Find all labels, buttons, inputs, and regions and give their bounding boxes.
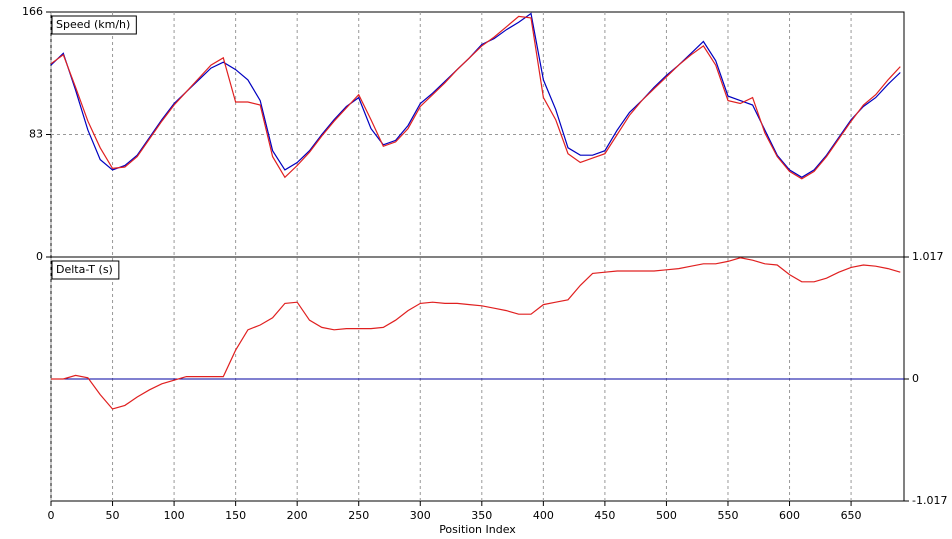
x-tick-label: 350 (471, 509, 492, 522)
y2-tick-label: 0 (912, 372, 919, 385)
series-line (50, 15, 901, 180)
series-line (51, 257, 901, 410)
x-tick-label: 400 (533, 509, 554, 522)
x-tick-label: 50 (106, 509, 120, 522)
x-tick-label: 600 (779, 509, 800, 522)
axis-title: Delta-T (s) (56, 263, 113, 276)
x-tick-label: 450 (594, 509, 615, 522)
x-tick-label: 550 (717, 509, 738, 522)
y-tick-label: 83 (29, 128, 43, 141)
x-tick-label: 250 (348, 509, 369, 522)
y2-tick-label: -1.017 (912, 494, 947, 507)
y2-tick-label: 1.017 (912, 250, 944, 263)
x-tick-label: 150 (225, 509, 246, 522)
y-tick-label: 0 (36, 250, 43, 263)
x-tick-label: 500 (656, 509, 677, 522)
y-tick-label: 166 (22, 5, 43, 18)
x-axis-label: Position Index (439, 523, 516, 536)
x-tick-label: 200 (287, 509, 308, 522)
x-tick-label: 100 (164, 509, 185, 522)
x-tick-label: 650 (841, 509, 862, 522)
x-tick-label: 300 (410, 509, 431, 522)
axis-title-box (51, 260, 120, 280)
axis-title: Speed (km/h) (56, 18, 130, 31)
axis-title-box (51, 15, 137, 35)
x-tick-label: 0 (48, 509, 55, 522)
